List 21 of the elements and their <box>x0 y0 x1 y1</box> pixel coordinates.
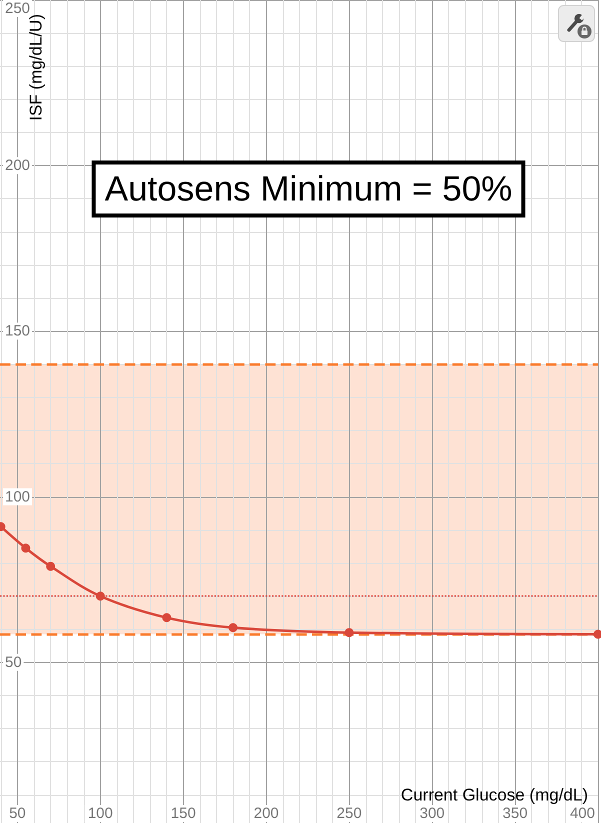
point <box>96 592 105 601</box>
point <box>21 544 30 553</box>
x-tick-label: 100 <box>88 805 113 822</box>
point <box>344 628 354 638</box>
y-tick-label: 250 <box>5 0 30 17</box>
y-tick-label: 100 <box>5 488 30 506</box>
y-axis-title: ISF (mg/dL/U) <box>26 14 46 121</box>
point <box>162 613 172 622</box>
point <box>46 562 56 571</box>
x-tick-label: 300 <box>420 805 445 822</box>
x-tick-label: 250 <box>336 805 362 822</box>
x-tick-label: 150 <box>170 805 196 822</box>
x-tick-label: 400 <box>570 805 595 822</box>
y-tick-label: 200 <box>5 157 30 174</box>
x-tick-label: 350 <box>502 805 528 822</box>
point <box>228 623 238 632</box>
y-tick-label: 50 <box>5 654 22 671</box>
x-tick-label: 200 <box>254 805 279 822</box>
y-tick-label: 150 <box>5 322 30 340</box>
x-axis-title: Current Glucose (mg/dL) <box>400 786 588 804</box>
annotation: Autosens Minimum = 50% <box>104 170 512 208</box>
